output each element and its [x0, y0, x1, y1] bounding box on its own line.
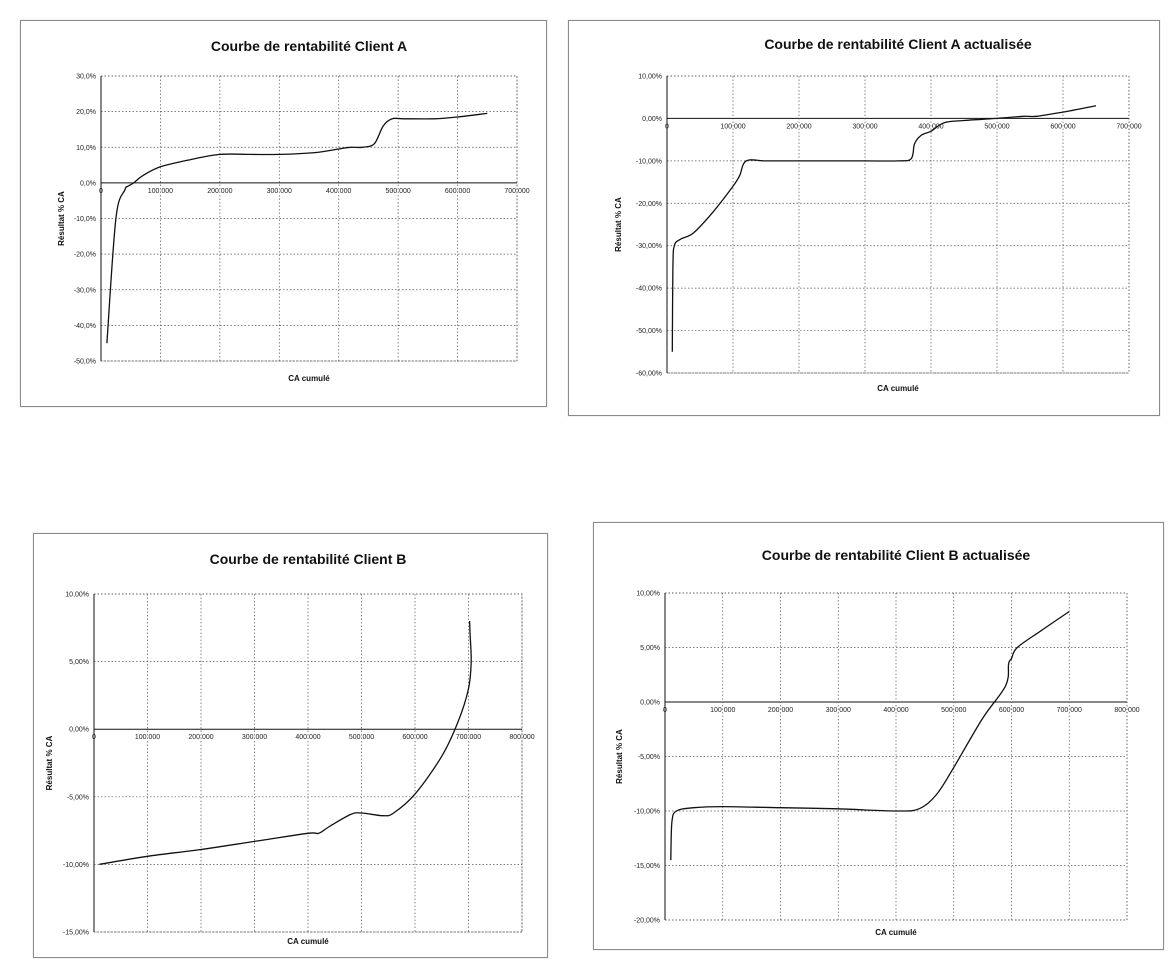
- chart-3-xtick-label: 500 000: [941, 707, 966, 714]
- chart-1-xtick-label: 700 000: [1116, 123, 1141, 130]
- chart-3-xtick-label: 600 000: [999, 707, 1024, 714]
- chart-0-xtick-label: 500 000: [385, 188, 410, 195]
- chart-0-xtick-label: 700 000: [504, 188, 529, 195]
- chart-2-series-line: [99, 620, 472, 866]
- chart-1-xtick-label: 600 000: [1050, 123, 1075, 130]
- chart-1-xtick-label: 300 000: [852, 123, 877, 130]
- chart-3-ytick-label: -10,00%: [634, 809, 660, 816]
- chart-2-xtick-label: 800 000: [509, 734, 534, 741]
- chart-3-ytick-label: 0,00%: [640, 700, 660, 707]
- chart-3-title: Courbe de rentabilité Client B actualisé…: [762, 547, 1031, 563]
- chart-1-ytick-label: -10,00%: [636, 158, 662, 165]
- chart-1-xlabel: CA cumulé: [877, 384, 919, 393]
- chart-client-b-actualisee-svg: Courbe de rentabilité Client B actualisé…: [615, 547, 1140, 937]
- chart-2-xtick-label: 400 000: [295, 734, 320, 741]
- chart-2-ytick-label: 5,00%: [69, 659, 89, 666]
- chart-0-xlabel: CA cumulé: [288, 374, 330, 383]
- chart-3-xlabel: CA cumulé: [875, 928, 917, 937]
- chart-2-xtick-label: 500 000: [349, 734, 374, 741]
- chart-0-ytick-label: -40,0%: [74, 323, 96, 330]
- chart-0-ytick-label: 20,0%: [76, 109, 96, 116]
- chart-1-ytick-label: -60,00%: [636, 371, 662, 378]
- chart-2-xlabel: CA cumulé: [287, 937, 329, 946]
- chart-client-a: Courbe de rentabilité Client A 30,0% 20,0%…: [20, 20, 547, 407]
- chart-client-b-svg: Courbe de rentabilité Client B 10,00% 5,00…: [45, 551, 535, 946]
- chart-1-series-line: [671, 105, 1097, 352]
- chart-0-ytick-label: -10,0%: [74, 216, 96, 223]
- chart-0-xtick-label: 600 000: [445, 188, 470, 195]
- chart-1-ytick-label: 0,00%: [642, 116, 662, 123]
- chart-1-xtick-label: 400 000: [918, 123, 943, 130]
- chart-0-ytick-label: -20,0%: [74, 252, 96, 259]
- chart-3-xtick-label: 300 000: [826, 707, 851, 714]
- chart-0-ytick-label: -50,0%: [74, 359, 96, 366]
- chart-1-ytick-label: -50,00%: [636, 328, 662, 335]
- chart-1-ytick-label: -30,00%: [636, 243, 662, 250]
- chart-0-ytick-label: 30,0%: [76, 74, 96, 81]
- chart-2-ytick-label: 0,00%: [69, 727, 89, 734]
- chart-2-xtick-label: 100 000: [135, 734, 160, 741]
- chart-1-xtick-label: 100 000: [720, 123, 745, 130]
- chart-0-xtick-label: 100 000: [148, 188, 173, 195]
- chart-2-xtick-label: 300 000: [242, 734, 267, 741]
- chart-2-ylabel: Résultat % CA: [45, 735, 54, 790]
- chart-client-b: Courbe de rentabilité Client B 10,00% 5,00…: [33, 533, 548, 958]
- chart-1-title: Courbe de rentabilité Client A actualisé…: [764, 36, 1032, 52]
- chart-3-ytick-label: 10,00%: [636, 591, 660, 598]
- chart-0-ytick-label: 10,0%: [76, 145, 96, 152]
- chart-3-xtick-label: 100 000: [710, 707, 735, 714]
- chart-3-ytick-label: -5,00%: [638, 754, 660, 761]
- chart-2-ytick-label: -5,00%: [67, 794, 89, 801]
- chart-1-xtick-label: 500 000: [984, 123, 1009, 130]
- chart-client-b-actualisee: Courbe de rentabilité Client B actualisé…: [593, 522, 1164, 950]
- chart-2-ytick-label: -15,00%: [63, 930, 89, 937]
- chart-2-ytick-label: 10,00%: [65, 592, 89, 599]
- chart-3-xtick-label: 800 000: [1114, 707, 1139, 714]
- chart-3-ytick-label: 5,00%: [640, 645, 660, 652]
- chart-1-ylabel: Résultat % CA: [614, 197, 623, 252]
- chart-1-plot-area: [666, 75, 1130, 374]
- chart-2-ytick-label: -10,00%: [63, 862, 89, 869]
- chart-3-ytick-label: -20,00%: [634, 918, 660, 925]
- chart-client-a-svg: Courbe de rentabilité Client A 30,0% 20,0%…: [57, 38, 530, 383]
- chart-0-xtick-label: 200 000: [207, 188, 232, 195]
- chart-2-title: Courbe de rentabilité Client B: [210, 551, 407, 567]
- chart-2-xtick-label: 600 000: [402, 734, 427, 741]
- chart-1-ytick-label: -40,00%: [636, 286, 662, 293]
- chart-3-xtick-label: 200 000: [768, 707, 793, 714]
- chart-3-ytick-label: -15,00%: [634, 863, 660, 870]
- chart-0-ytick-label: -30,0%: [74, 287, 96, 294]
- chart-0-ytick-label: 0,0%: [80, 180, 96, 187]
- chart-client-a-actualisee: Courbe de rentabilité Client A actualisé…: [568, 20, 1160, 416]
- chart-0-ylabel: Résultat % CA: [57, 191, 66, 246]
- chart-1-ytick-label: 10,00%: [638, 74, 662, 81]
- chart-3-xtick-label: 700 000: [1057, 707, 1082, 714]
- chart-3-ylabel: Résultat % CA: [615, 729, 624, 784]
- chart-0-series-line: [106, 112, 488, 344]
- chart-0-title: Courbe de rentabilité Client A: [211, 38, 407, 54]
- chart-3-xtick-label: 400 000: [883, 707, 908, 714]
- chart-3-series-line: [670, 610, 1070, 861]
- chart-1-ytick-label: -20,00%: [636, 201, 662, 208]
- chart-0-xtick-label: 400 000: [326, 188, 351, 195]
- chart-1-xtick-label: 200 000: [786, 123, 811, 130]
- chart-0-xtick-label: 300 000: [267, 188, 292, 195]
- chart-2-xtick-label: 700 000: [456, 734, 481, 741]
- chart-client-a-actualisee-svg: Courbe de rentabilité Client A actualisé…: [614, 36, 1142, 393]
- chart-2-xtick-label: 200 000: [188, 734, 213, 741]
